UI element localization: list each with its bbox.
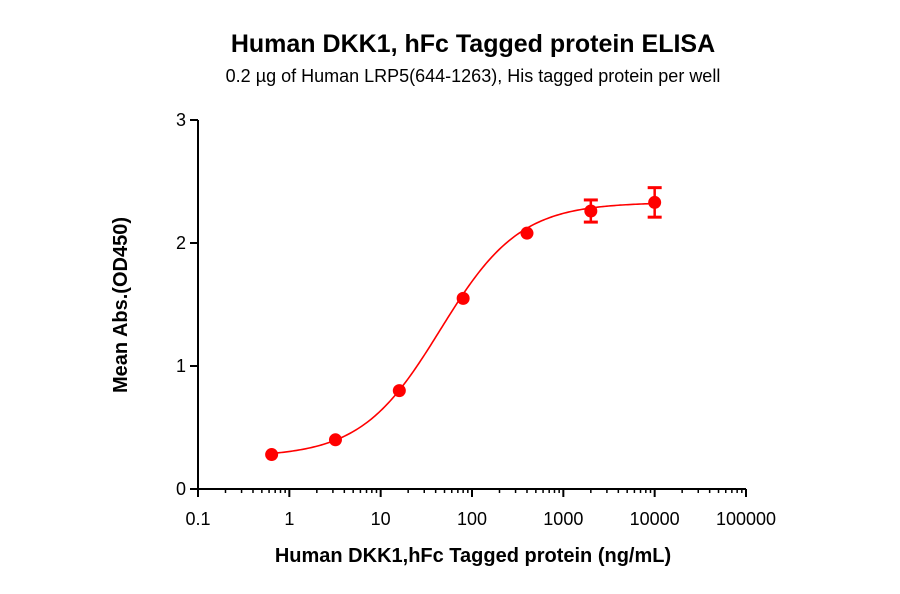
x-tick-label: 100000 [716,509,776,529]
data-point [648,195,662,209]
x-axis-label: Human DKK1,hFc Tagged protein (ng/mL) [275,545,671,567]
x-tick-label: 10 [371,509,391,529]
x-tick-label: 0.1 [185,509,210,529]
x-axis-ticks: 0.1 1 10 100 1000 10000 100000 [185,489,776,529]
y-tick-label: 2 [176,233,186,253]
x-tick-label: 1000 [543,509,583,529]
x-tick-label: 10000 [630,509,680,529]
data-point [520,226,534,240]
data-point [456,291,470,305]
data-point [392,384,406,398]
y-axis-ticks: 0 1 2 3 [176,110,198,499]
data-point [584,204,598,218]
data-point [265,448,279,462]
y-tick-label: 1 [176,356,186,376]
x-tick-label: 1 [284,509,294,529]
data-points [265,195,662,462]
data-point [328,433,342,447]
y-tick-label: 3 [176,110,186,130]
fit-curve [271,202,655,455]
chart-subtitle: 0.2 µg of Human LRP5(644-1263), His tagg… [226,66,721,86]
chart-title: Human DKK1, hFc Tagged protein ELISA [231,30,715,58]
y-axis-label: Mean Abs.(OD450) [110,217,132,393]
y-tick-label: 0 [176,479,186,499]
x-tick-label: 100 [457,509,487,529]
